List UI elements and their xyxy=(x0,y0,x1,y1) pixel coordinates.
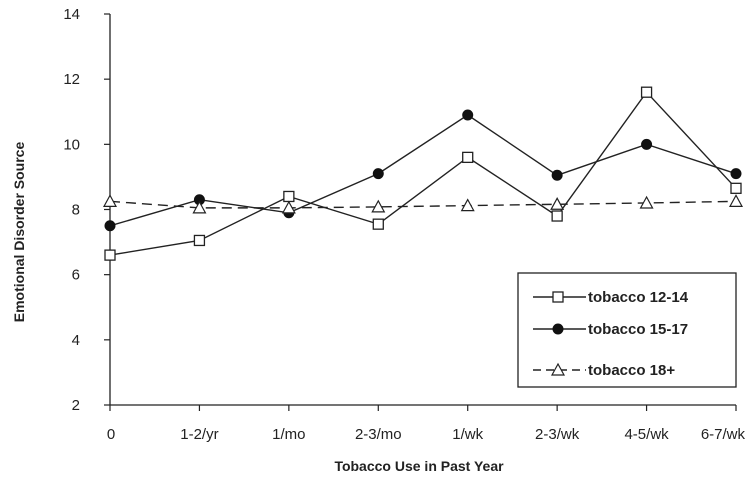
data-point xyxy=(372,218,384,230)
series-line-18-plus xyxy=(109,200,737,209)
legend-marker xyxy=(552,323,564,335)
data-point xyxy=(371,199,386,213)
data-point xyxy=(192,200,207,214)
y-axis-ticks: 2 4 6 8 10 12 14 xyxy=(63,6,110,414)
data-point xyxy=(550,197,565,210)
series-line-12-14 xyxy=(109,91,737,256)
data-point xyxy=(193,234,206,247)
legend-item-15-17: tobacco 15-17 xyxy=(533,321,688,338)
data-point xyxy=(281,200,296,214)
x-axis-ticks: 0 1-2/yr 1/mo 2-3/mo 1/wk 2-3/wk 4-5/wk 6-7/wk xyxy=(107,405,746,443)
data-point xyxy=(102,194,118,207)
legend-item-18-plus: tobacco 18+ xyxy=(533,362,675,379)
x-tick-label: 1-2/yr xyxy=(180,426,218,443)
series-line-15-17 xyxy=(109,114,737,227)
data-point xyxy=(104,249,116,261)
data-point xyxy=(730,182,742,194)
data-point xyxy=(460,198,475,212)
x-tick-label: 4-5/wk xyxy=(624,426,669,443)
y-axis-title: Emotional Disorder Source xyxy=(11,142,27,323)
data-point xyxy=(551,210,563,222)
legend-marker xyxy=(552,291,564,303)
y-tick-label: 12 xyxy=(63,71,80,88)
x-axis-title: Tobacco Use in Past Year xyxy=(334,458,504,474)
series-layer xyxy=(102,86,744,261)
y-tick-label: 2 xyxy=(72,397,80,414)
legend-item-12-14: tobacco 12-14 xyxy=(533,289,689,306)
y-tick-label: 6 xyxy=(72,267,80,284)
y-tick-label: 4 xyxy=(72,332,80,349)
x-tick-label: 1/mo xyxy=(272,426,305,443)
series-18-plus xyxy=(102,194,744,214)
legend-label: tobacco 18+ xyxy=(588,362,675,379)
data-point xyxy=(641,138,653,150)
legend: tobacco 12-14 tobacco 15-17 tobacco 18+ xyxy=(517,272,737,388)
data-point xyxy=(639,195,654,209)
x-tick-label: 2-3/wk xyxy=(535,426,580,443)
data-point xyxy=(728,194,744,207)
data-point xyxy=(462,109,474,121)
legend-marker xyxy=(550,362,566,376)
x-tick-label: 2-3/mo xyxy=(355,426,402,443)
data-point xyxy=(283,190,295,203)
series-12-14 xyxy=(104,86,742,261)
data-point xyxy=(640,86,653,98)
x-tick-label: 0 xyxy=(107,426,115,443)
data-point xyxy=(462,151,474,164)
legend-label: tobacco 15-17 xyxy=(588,321,688,338)
y-tick-label: 8 xyxy=(72,202,80,219)
legend-label: tobacco 12-14 xyxy=(588,289,689,306)
data-point xyxy=(551,169,563,181)
data-point xyxy=(104,220,116,232)
data-point xyxy=(730,168,742,180)
data-point xyxy=(372,168,384,180)
x-tick-label: 6-7/wk xyxy=(701,426,746,443)
x-tick-label: 1/wk xyxy=(452,426,483,443)
y-tick-label: 10 xyxy=(63,136,80,153)
y-tick-label: 14 xyxy=(63,6,80,23)
